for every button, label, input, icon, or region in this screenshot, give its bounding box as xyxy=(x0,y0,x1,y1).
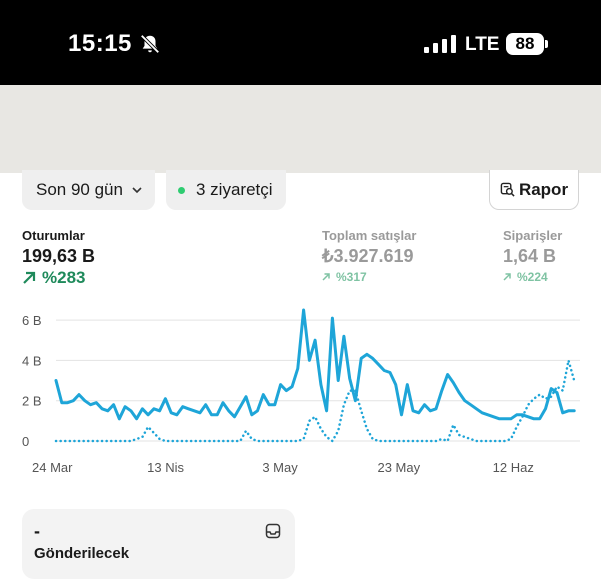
metric-total-sales[interactable]: Toplam satışlar ₺3.927.619 %317 xyxy=(322,228,416,284)
bell-slash-icon xyxy=(140,34,160,54)
live-visitors-chip[interactable]: 3 ziyaretçi xyxy=(166,170,286,210)
metric-label: Oturumlar xyxy=(22,228,85,243)
signal-icon xyxy=(424,35,456,53)
sessions-chart: 6 B 4 B 2 B 024 Mar 13 Nis 3 May 23 May 12 Haz xyxy=(22,308,580,475)
network-type: LTE xyxy=(465,34,500,55)
to-ship-value: - xyxy=(34,521,40,541)
arrow-up-right-icon xyxy=(503,273,511,281)
metric-orders[interactable]: Siparişler 1,64 B %224 xyxy=(503,228,562,284)
battery-level: 88 xyxy=(506,33,544,55)
y-tick-label: 0 xyxy=(22,434,29,449)
y-tick-label: 2 B xyxy=(22,394,42,409)
metric-label: Toplam satışlar xyxy=(322,228,417,243)
report-search-icon xyxy=(500,182,515,197)
metric-value: ₺3.927.619 xyxy=(322,246,414,266)
report-label: Rapor xyxy=(518,179,569,199)
date-range-selector[interactable]: Son 90 gün xyxy=(22,170,155,210)
metric-change-value: %224 xyxy=(517,270,548,284)
metric-change: %283 xyxy=(22,268,95,288)
metric-change-value: %283 xyxy=(42,268,86,287)
to-ship-label: Gönderilecek xyxy=(34,545,130,562)
x-tick-label: 13 Nis xyxy=(147,460,184,475)
y-tick-label: 6 B xyxy=(22,313,42,328)
x-tick-label: 3 May xyxy=(262,460,298,475)
to-ship-card[interactable]: - Gönderilecek xyxy=(22,509,295,579)
chevron-down-icon xyxy=(132,187,142,194)
y-tick-label: 4 B xyxy=(22,353,42,368)
top-banner xyxy=(0,85,601,173)
visitors-label: 3 ziyaretçi xyxy=(196,180,273,199)
x-tick-label: 12 Haz xyxy=(493,460,534,475)
date-range-label: Son 90 gün xyxy=(36,180,123,199)
arrow-up-right-icon xyxy=(322,273,330,281)
metric-change: %224 xyxy=(503,270,562,284)
comparison-series-line xyxy=(54,359,576,443)
metric-change-value: %317 xyxy=(336,270,367,284)
arrow-up-right-icon xyxy=(23,271,36,284)
status-bar: 15:15 LTE 88 xyxy=(0,0,601,85)
metric-label: Siparişler xyxy=(503,228,563,243)
report-button[interactable]: Rapor xyxy=(489,170,579,210)
live-dot-icon xyxy=(178,186,185,194)
x-tick-label: 23 May xyxy=(377,460,420,475)
inbox-icon xyxy=(265,523,281,539)
metric-change: %317 xyxy=(322,270,416,284)
status-time: 15:15 xyxy=(68,30,132,57)
x-tick-label: 24 Mar xyxy=(32,460,73,475)
metric-value: 199,63 B xyxy=(22,246,96,266)
battery-tip xyxy=(545,40,548,48)
sessions-series-line xyxy=(54,308,576,421)
metric-value: 1,64 B xyxy=(503,246,557,266)
metric-sessions[interactable]: Oturumlar 199,63 B %283 xyxy=(22,228,95,288)
